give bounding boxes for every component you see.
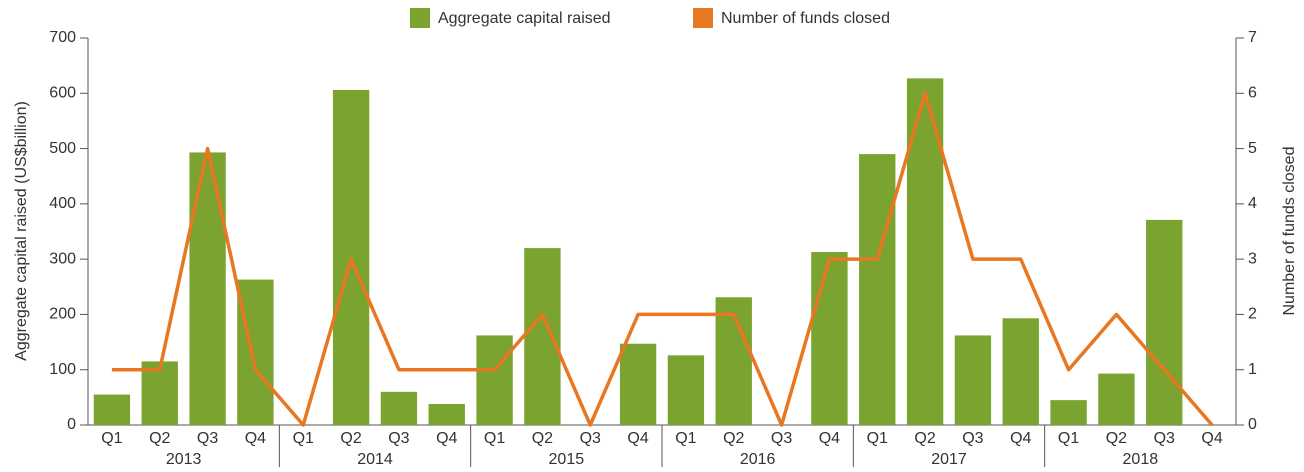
x-tick-label: Q2 <box>340 430 361 447</box>
x-tick-label: Q3 <box>388 430 409 447</box>
x-tick-label: Q1 <box>484 430 505 447</box>
x-tick-label: Q3 <box>771 430 792 447</box>
x-tick-label: Q4 <box>1010 430 1031 447</box>
x-tick-label: Q3 <box>1154 430 1175 447</box>
bar <box>428 403 465 425</box>
y-tick-label: 200 <box>49 306 76 323</box>
bar <box>811 251 848 425</box>
bar <box>476 335 513 425</box>
y2-tick-label: 3 <box>1248 250 1257 267</box>
group-label: 2015 <box>549 451 585 468</box>
y2-tick-label: 6 <box>1248 85 1257 102</box>
group-label: 2017 <box>931 451 967 468</box>
bar <box>1098 373 1135 425</box>
x-tick-label: Q3 <box>197 430 218 447</box>
group-label: 2014 <box>357 451 393 468</box>
bar <box>954 335 992 425</box>
legend-label: Number of funds closed <box>721 10 890 27</box>
y-tick-label: 500 <box>49 140 76 157</box>
x-tick-label: Q3 <box>962 430 983 447</box>
y-axis-title: Aggregate capital raised (US$billion) <box>13 101 30 361</box>
bar <box>380 391 418 425</box>
x-tick-label: Q3 <box>580 430 601 447</box>
x-tick-label: Q2 <box>1106 430 1127 447</box>
bar <box>1050 400 1087 425</box>
bar <box>619 343 657 425</box>
y2-tick-label: 1 <box>1248 361 1257 378</box>
x-tick-label: Q1 <box>293 430 314 447</box>
y-tick-label: 300 <box>49 250 76 267</box>
y-tick-label: 700 <box>49 29 76 46</box>
bar <box>667 355 705 425</box>
x-tick-label: Q2 <box>532 430 553 447</box>
x-tick-label: Q2 <box>914 430 935 447</box>
x-tick-label: Q4 <box>627 430 648 447</box>
y-tick-label: 100 <box>49 361 76 378</box>
bar <box>1146 219 1183 425</box>
y-tick-label: 400 <box>49 195 76 212</box>
x-tick-label: Q4 <box>1201 430 1222 447</box>
y2-tick-label: 4 <box>1248 195 1257 212</box>
bar <box>189 152 226 426</box>
x-tick-label: Q4 <box>436 430 457 447</box>
line <box>111 91 1214 427</box>
bar <box>1002 318 1039 425</box>
x-tick-label: Q1 <box>101 430 122 447</box>
bar <box>93 394 131 425</box>
y2-axis-title: Number of funds closed <box>1281 147 1298 316</box>
bar <box>906 78 944 425</box>
x-tick-label: Q4 <box>245 430 266 447</box>
bar <box>141 361 178 425</box>
bar <box>524 248 561 425</box>
x-tick-label: Q1 <box>867 430 888 447</box>
y2-tick-label: 0 <box>1248 416 1257 433</box>
y2-tick-label: 7 <box>1248 29 1257 46</box>
x-tick-label: Q4 <box>819 430 840 447</box>
y-tick-label: 600 <box>49 85 76 102</box>
group-label: 2018 <box>1123 451 1159 468</box>
x-tick-label: Q1 <box>675 430 696 447</box>
bar <box>237 279 274 425</box>
x-tick-label: Q1 <box>1058 430 1079 447</box>
bar <box>859 154 896 425</box>
legend-label: Aggregate capital raised <box>438 10 611 27</box>
group-label: 2013 <box>166 451 202 468</box>
x-tick-label: Q2 <box>149 430 170 447</box>
y-tick-label: 0 <box>67 416 76 433</box>
x-tick-label: Q2 <box>723 430 744 447</box>
y2-tick-label: 5 <box>1248 140 1257 157</box>
group-label: 2016 <box>740 451 776 468</box>
legend-swatch <box>410 8 430 28</box>
y2-tick-label: 2 <box>1248 306 1257 323</box>
legend-swatch <box>693 8 713 28</box>
